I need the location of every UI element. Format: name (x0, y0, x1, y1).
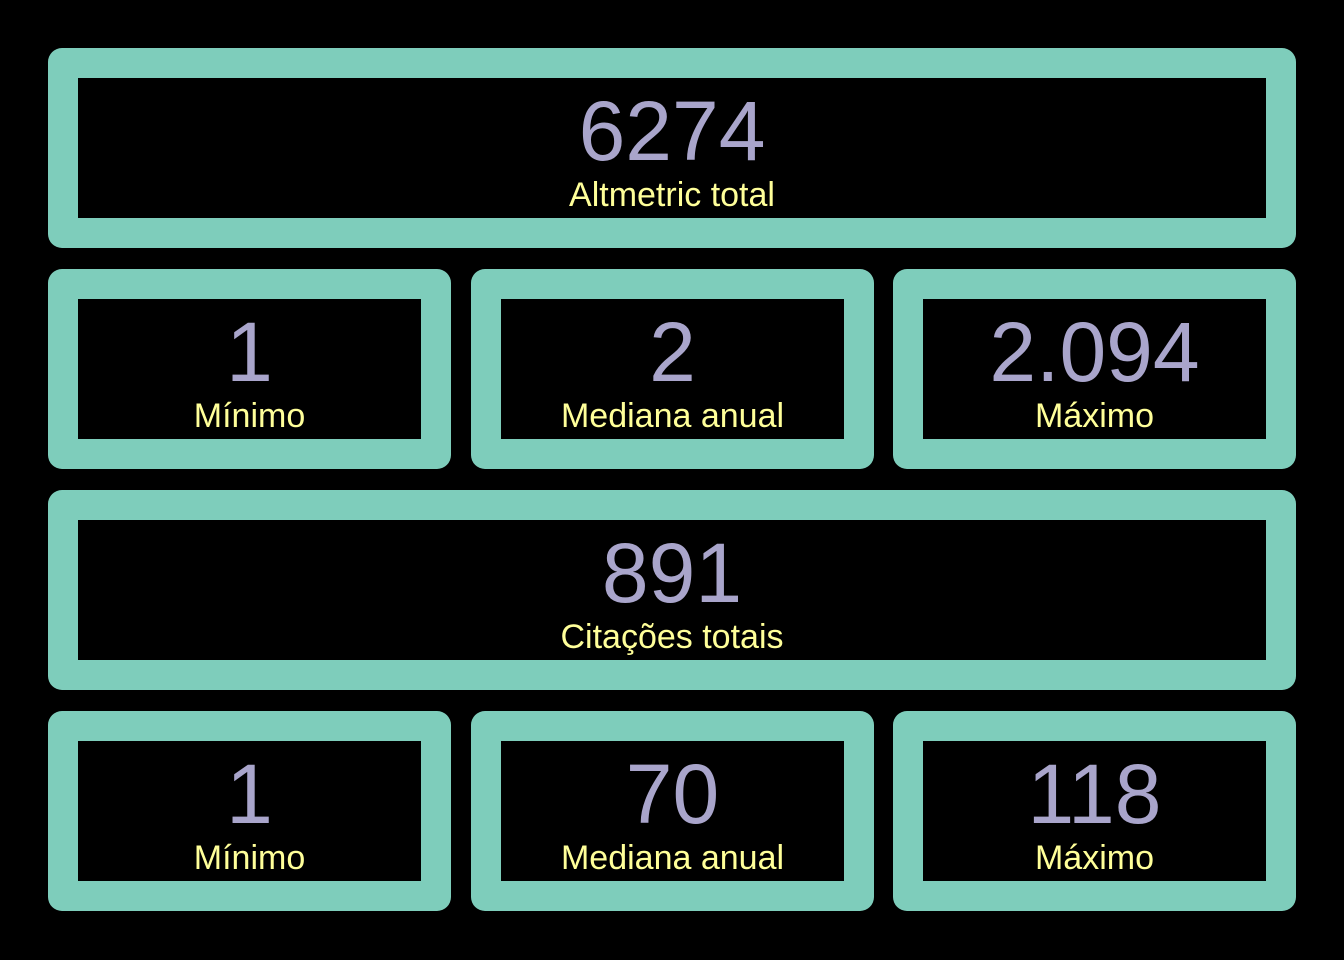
citations-median-label: Mediana anual (560, 839, 785, 877)
citations-total-value: 891 (601, 526, 743, 620)
altmetric-median-value: 2 (649, 305, 696, 399)
altmetric-median-card: 2 Mediana anual (471, 269, 874, 469)
altmetric-total-card: 6274 Altmetric total (48, 48, 1296, 248)
citations-median-value: 70 (625, 747, 720, 841)
altmetric-max-value: 2.094 (989, 305, 1200, 399)
citations-max-label: Máximo (1034, 839, 1155, 877)
citations-total-label: Citações totais (560, 618, 784, 656)
altmetric-max-label: Máximo (1034, 397, 1155, 435)
citations-max-value: 118 (1027, 747, 1162, 841)
altmetric-median-label: Mediana anual (560, 397, 785, 435)
citations-min-card: 1 Mínimo (48, 711, 451, 911)
altmetric-min-card: 1 Mínimo (48, 269, 451, 469)
altmetric-min-value: 1 (226, 305, 273, 399)
altmetric-total-label: Altmetric total (569, 176, 775, 214)
citations-max-card: 118 Máximo (893, 711, 1296, 911)
altmetric-max-card: 2.094 Máximo (893, 269, 1296, 469)
altmetric-min-label: Mínimo (193, 397, 306, 435)
citations-min-label: Mínimo (193, 839, 306, 877)
altmetric-total-value: 6274 (578, 84, 766, 178)
citations-total-card: 891 Citações totais (48, 490, 1296, 690)
citations-median-card: 70 Mediana anual (471, 711, 874, 911)
citations-min-value: 1 (226, 747, 273, 841)
